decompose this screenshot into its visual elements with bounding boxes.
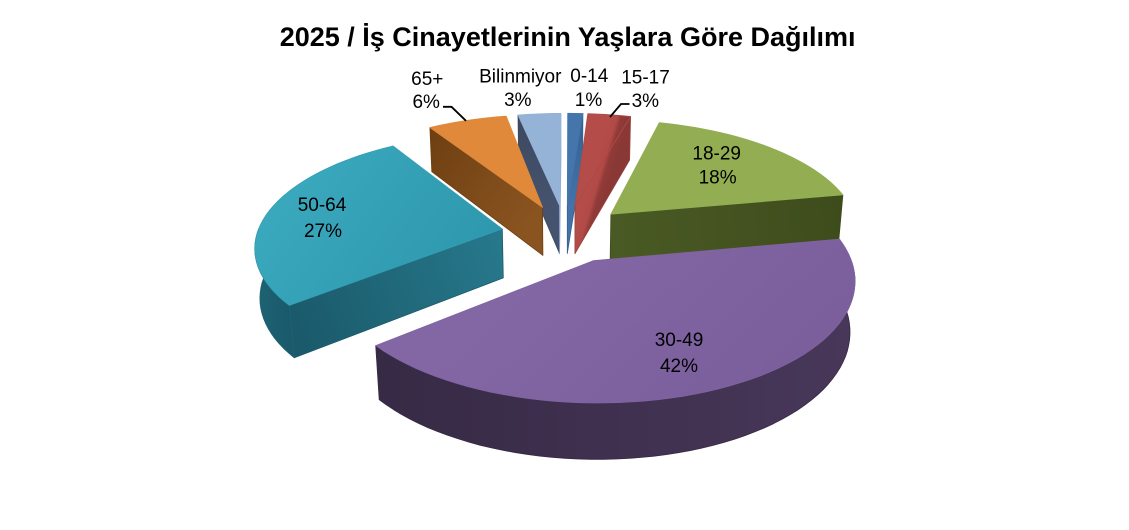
svg-text:42%: 42%: [660, 356, 698, 377]
svg-text:0-14: 0-14: [570, 66, 608, 87]
svg-text:27%: 27%: [304, 221, 342, 242]
svg-text:2025 / İş Cinayetlerinin Yaşla: 2025 / İş Cinayetlerinin Yaşlara Göre Da…: [280, 22, 856, 52]
svg-text:3%: 3%: [632, 91, 660, 112]
svg-text:65+: 65+: [411, 69, 443, 90]
svg-text:3%: 3%: [504, 90, 532, 111]
svg-text:30-49: 30-49: [655, 330, 704, 351]
svg-text:18-29: 18-29: [692, 144, 741, 165]
svg-text:1%: 1%: [575, 90, 603, 111]
svg-text:6%: 6%: [412, 92, 440, 113]
svg-text:15-17: 15-17: [621, 68, 670, 89]
svg-text:50-64: 50-64: [298, 195, 347, 216]
svg-text:18%: 18%: [699, 168, 737, 189]
svg-text:Bilinmiyor: Bilinmiyor: [479, 66, 562, 87]
